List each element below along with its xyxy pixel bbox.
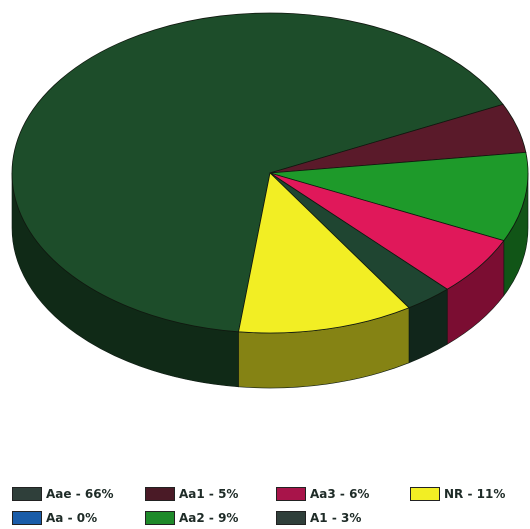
pie-side-walls <box>11 172 529 389</box>
pie-slice-aa2 <box>269 151 529 242</box>
pie-slice-aae <box>11 12 504 333</box>
pie-slice-nr <box>238 172 410 334</box>
pie-top <box>11 12 529 334</box>
